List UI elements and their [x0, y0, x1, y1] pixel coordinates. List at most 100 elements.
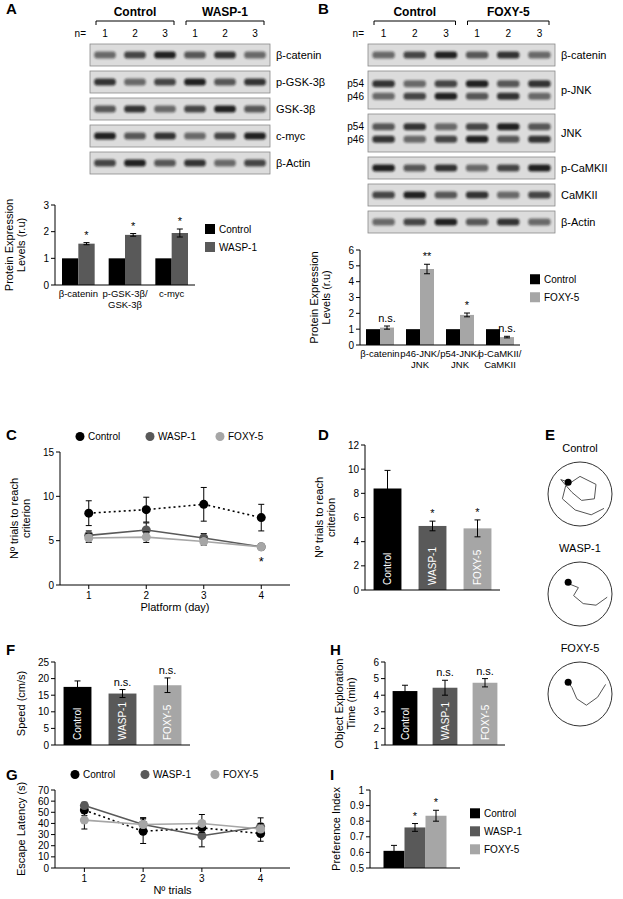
x-tick-label: p46-JNK/JNK [400, 348, 440, 370]
band [528, 192, 550, 199]
x-tick [84, 868, 85, 872]
x-axis [370, 868, 460, 869]
group-bracket [374, 21, 456, 25]
legend-swatch [470, 826, 480, 836]
row-label: CaMKII [561, 189, 598, 201]
bar [109, 694, 137, 745]
band [214, 106, 236, 113]
significance: n.s. [476, 665, 494, 677]
band [435, 192, 457, 199]
figure: AControlWASP-1n=123123β-cateninp-GSK-3βG… [0, 0, 623, 899]
y-tick-label: 0 [43, 740, 49, 751]
legend-marker [141, 770, 150, 779]
plot-area [64, 678, 182, 745]
marker [84, 509, 93, 518]
bar [366, 329, 380, 345]
path-label: FOXY-5 [561, 642, 600, 654]
y-tick-label: 0 [353, 585, 359, 596]
panel-label: C [6, 426, 17, 443]
y-tick-label: 25 [38, 657, 50, 668]
y-tick [56, 452, 60, 453]
error-bar [412, 824, 418, 832]
marker [256, 825, 265, 834]
error-bar [130, 234, 136, 237]
y-axis [55, 662, 56, 745]
y-tick [361, 445, 365, 446]
marker [80, 816, 89, 825]
band [94, 79, 116, 86]
band [214, 133, 236, 140]
band [497, 93, 519, 100]
y-tick-label: 3 [373, 706, 379, 717]
band [244, 160, 266, 167]
y-axis-label: Preference Index [330, 787, 342, 871]
x-tick-label: 4 [258, 873, 264, 884]
platform [565, 679, 572, 686]
band [466, 80, 488, 87]
lane-number: 3 [162, 28, 168, 39]
legend-label: WASP-1 [484, 826, 522, 837]
band [528, 52, 550, 59]
significance: n.s. [498, 322, 516, 334]
y-tick-label: 0.6 [350, 847, 364, 858]
y-axis-label-line: Escape Latency (s) [15, 782, 27, 876]
x-tick-label-line: p-CaMKII/ [479, 348, 522, 359]
band [404, 165, 426, 172]
y-tick [361, 541, 365, 542]
y-tick [51, 231, 55, 232]
band [244, 52, 266, 59]
legend-marker [216, 432, 225, 441]
band [466, 165, 488, 172]
y-tick [51, 868, 55, 869]
error-bar [464, 313, 470, 317]
row-label: p-GSK-3β [276, 76, 325, 88]
bar [64, 687, 92, 745]
marker [257, 542, 266, 551]
plot-area [62, 229, 188, 285]
x-tick-label: 2 [140, 873, 146, 884]
panel-label: E [545, 426, 555, 443]
band [244, 133, 266, 140]
y-tick-label: 1 [43, 253, 49, 264]
path-label: Control [562, 442, 597, 454]
y-axis-label: Nº trials to reachcriterion [8, 478, 32, 559]
bar [125, 235, 141, 285]
band [404, 123, 426, 130]
plot-area [393, 679, 498, 745]
legend-label: WASP-1 [158, 431, 196, 442]
blot-strip [368, 184, 555, 206]
group-bracket [96, 21, 174, 25]
y-axis-label-line: Levels (r.u) [15, 218, 27, 272]
y-axis-label: Protein ExpressionLevels (r.u) [3, 199, 27, 291]
x-tick-label-line: p54-JNK/ [440, 348, 480, 359]
blot-strip [90, 71, 270, 93]
significance: * [178, 215, 183, 227]
y-tick-label: 0 [48, 580, 54, 591]
group-label: FOXY-5 [487, 5, 530, 19]
y-tick-label: 10 [38, 706, 50, 717]
y-tick [366, 805, 370, 806]
band [497, 192, 519, 199]
y-tick-label: 3 [348, 292, 354, 303]
y-tick [51, 205, 55, 206]
band [435, 93, 457, 100]
band [528, 219, 550, 226]
bar-label: FOXY-5 [472, 549, 483, 585]
x-tick-label-line: JNK [411, 359, 430, 370]
y-tick [361, 493, 365, 494]
bar [433, 688, 458, 745]
x-tick-label: p54-JNK/JNK [440, 348, 480, 370]
error-bar [385, 470, 391, 506]
band [214, 79, 236, 86]
bar-label: WASP-1 [440, 702, 451, 740]
y-tick [381, 728, 385, 729]
row-label: JNK [561, 127, 582, 139]
y-tick [56, 585, 60, 586]
plot-area [80, 801, 265, 847]
legend-marker [76, 432, 85, 441]
bar [406, 329, 420, 345]
error-bar [391, 845, 397, 856]
band [372, 80, 394, 87]
band [154, 160, 176, 167]
band [404, 192, 426, 199]
